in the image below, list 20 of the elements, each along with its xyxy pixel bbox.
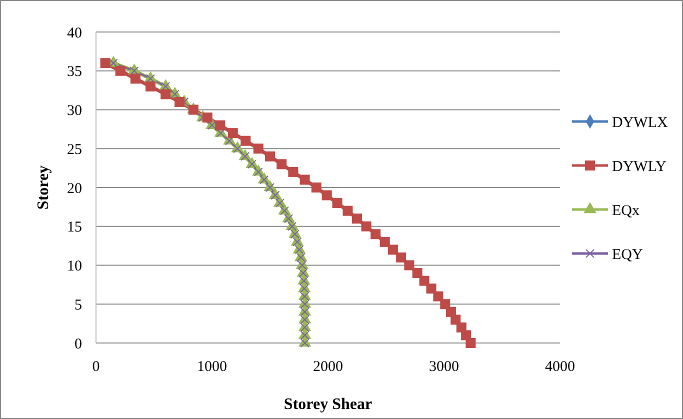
y-tick-label: 15: [67, 220, 82, 236]
y-tick-label: 35: [67, 64, 82, 80]
y-tick-label: 30: [67, 103, 82, 119]
y-axis-title: Storey: [35, 165, 52, 210]
legend-label: DYWLY: [612, 158, 666, 175]
y-tick-label: 25: [67, 142, 82, 158]
x-axis-title: Storey Shear: [284, 396, 372, 413]
x-tick-label: 3000: [429, 359, 459, 375]
y-tick-label: 5: [74, 297, 82, 314]
y-tick-label: 0: [74, 336, 82, 352]
legend-label: DYWLX: [612, 114, 668, 131]
y-tick-label: 20: [67, 180, 82, 197]
y-tick-label: 40: [67, 25, 82, 42]
x-tick-label: 4000: [545, 359, 575, 375]
x-tick-label: 1000: [197, 359, 227, 375]
x-tick-label: 0: [92, 359, 100, 375]
y-tick-label: 10: [67, 258, 82, 274]
legend-label: EQY: [612, 246, 643, 263]
legend-label: EQx: [612, 202, 640, 219]
x-tick-label: 2000: [313, 359, 343, 375]
